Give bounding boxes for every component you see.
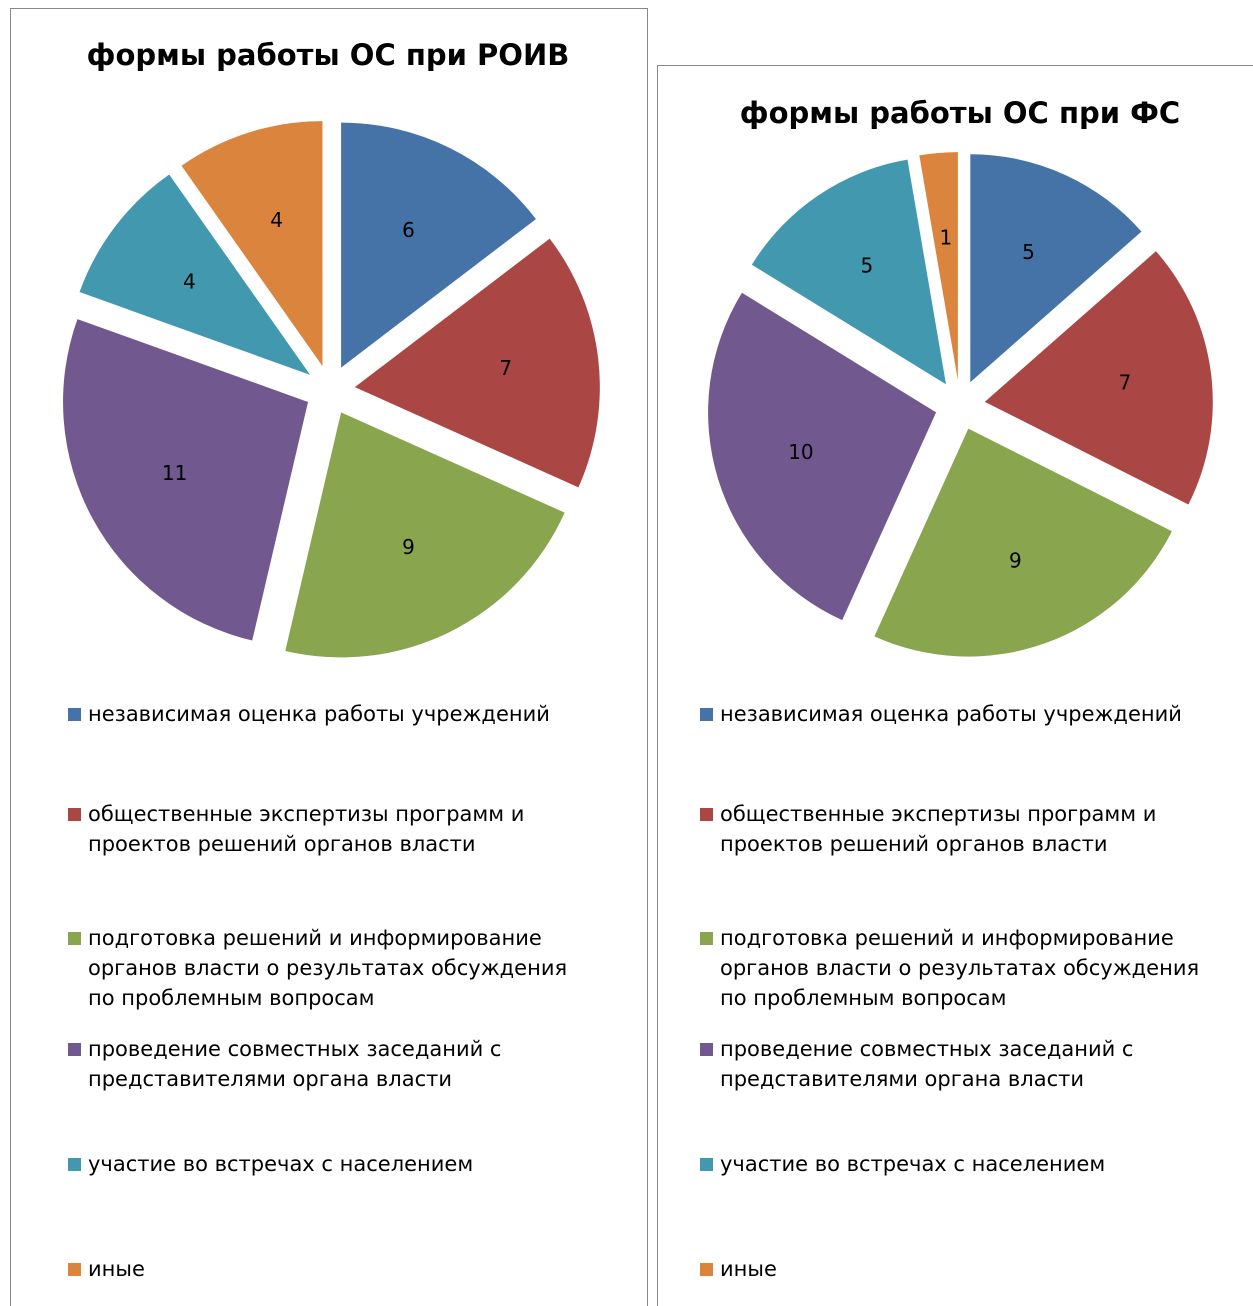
legend-swatch — [700, 708, 713, 721]
legend-swatch — [700, 808, 713, 821]
pie-slice — [919, 152, 958, 381]
legend-swatch — [68, 1158, 81, 1171]
pie-slice — [874, 428, 1172, 657]
pie-slice — [970, 154, 1142, 383]
chart-frame — [657, 65, 1253, 1306]
legend-swatch — [700, 1158, 713, 1171]
pie-slice — [285, 412, 565, 658]
pie-slice — [63, 319, 309, 641]
pie-slice — [984, 251, 1213, 505]
legend-label: независимая оценка работы учреждений — [720, 702, 1182, 726]
legend-label: подготовка решений и информирование орга… — [88, 926, 568, 1010]
legend-entry: иные — [700, 1254, 1225, 1284]
legend-entry: общественные экспертизы программ и проек… — [700, 799, 1225, 859]
pie-slice — [341, 122, 536, 368]
legend-entry: проведение совместных заседаний с предст… — [700, 1034, 1225, 1094]
data-label: 1 — [940, 226, 953, 250]
legend-label: участие во встречах с населением — [88, 1152, 474, 1176]
legend-swatch — [700, 1263, 713, 1276]
pie-slice — [354, 238, 600, 488]
data-label: 5 — [860, 254, 873, 278]
legend-label: проведение совместных заседаний с предст… — [720, 1037, 1134, 1091]
legend-swatch — [700, 1043, 713, 1056]
legend-label: независимая оценка работы учреждений — [88, 702, 550, 726]
legend-label: участие во встречах с населением — [720, 1152, 1106, 1176]
data-label: 4 — [183, 269, 196, 293]
pie-slice — [79, 174, 311, 375]
legend-entry: независимая оценка работы учреждений — [700, 699, 1225, 729]
chart-frame — [10, 8, 648, 1306]
legend-entry: независимая оценка работы учреждений — [68, 699, 593, 729]
chart-title: формы работы ОС при РОИВ — [86, 38, 570, 72]
legend-swatch — [68, 1043, 81, 1056]
pie-slice — [181, 121, 323, 367]
legend-entry: участие во встречах с населением — [700, 1149, 1225, 1179]
pie-slice — [751, 159, 947, 385]
legend-label: проведение совместных заседаний с предст… — [88, 1037, 502, 1091]
data-label: 10 — [788, 440, 813, 464]
data-label: 7 — [1119, 370, 1132, 394]
legend-entry: общественные экспертизы программ и проек… — [68, 799, 593, 859]
data-label: 4 — [270, 208, 283, 232]
legend-entry: подготовка решений и информирование орга… — [700, 923, 1225, 1013]
pie-slice — [708, 292, 937, 621]
data-label: 9 — [402, 535, 415, 559]
legend-label: иные — [720, 1257, 777, 1281]
legend-swatch — [700, 932, 713, 945]
legend-entry: подготовка решений и информирование орга… — [68, 923, 593, 1013]
legend-entry: участие во встречах с населением — [68, 1149, 593, 1179]
legend-swatch — [68, 808, 81, 821]
legend-entry: иные — [68, 1254, 593, 1284]
legend-label: общественные экспертизы программ и проек… — [88, 802, 525, 856]
legend-swatch — [68, 708, 81, 721]
data-label: 7 — [499, 356, 512, 380]
data-label: 11 — [162, 461, 187, 485]
legend-swatch — [68, 932, 81, 945]
legend-swatch — [68, 1263, 81, 1276]
data-label: 5 — [1022, 240, 1035, 264]
data-label: 9 — [1009, 548, 1022, 572]
legend-label: общественные экспертизы программ и проек… — [720, 802, 1157, 856]
legend-label: подготовка решений и информирование орга… — [720, 926, 1200, 1010]
legend-entry: проведение совместных заседаний с предст… — [68, 1034, 593, 1094]
legend-label: иные — [88, 1257, 145, 1281]
chart-title: формы работы ОС при ФС — [739, 96, 1181, 130]
data-label: 6 — [402, 218, 415, 242]
